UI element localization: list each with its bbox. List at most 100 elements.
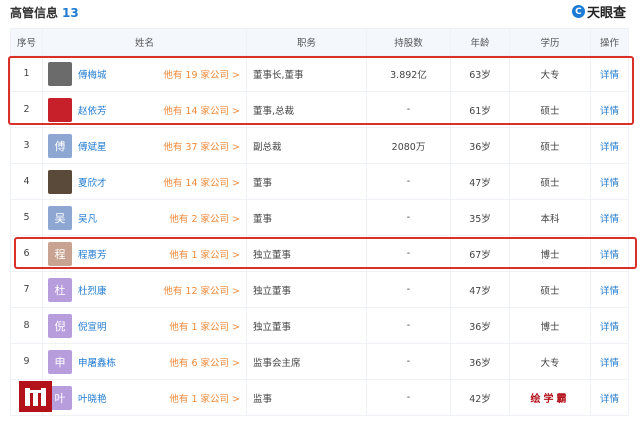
shares: - bbox=[366, 199, 451, 236]
companies-link[interactable]: 他有 1 家公司 > bbox=[169, 393, 240, 405]
person-name-link[interactable]: 赵依芳 bbox=[78, 105, 107, 117]
detail-cell: 详情 bbox=[590, 235, 629, 272]
shares: - bbox=[366, 91, 451, 128]
column-header: 年龄 bbox=[450, 28, 510, 56]
companies-link[interactable]: 他有 1 家公司 > bbox=[169, 321, 240, 333]
person-name-link[interactable]: 傅斌星 bbox=[78, 141, 107, 153]
position: 监事会主席 bbox=[246, 343, 367, 380]
shares: - bbox=[366, 307, 451, 344]
avatar[interactable]: 程 bbox=[48, 241, 72, 266]
education: 本科 bbox=[509, 199, 591, 236]
watermark-logo bbox=[19, 381, 52, 412]
age: 47岁 bbox=[450, 163, 510, 200]
person-name-link[interactable]: 吴凡 bbox=[78, 213, 98, 225]
name-cell: 赵依芳 他有 14 家公司 > bbox=[42, 91, 247, 128]
person-name-link[interactable]: 程惠芳 bbox=[78, 249, 107, 261]
avatar[interactable] bbox=[48, 169, 72, 194]
detail-link[interactable]: 详情 bbox=[599, 393, 619, 405]
column-header: 序号 bbox=[10, 28, 43, 56]
row-number: 3 bbox=[10, 127, 43, 164]
detail-cell: 详情 bbox=[590, 163, 629, 200]
position: 独立董事 bbox=[246, 235, 367, 272]
detail-link[interactable]: 详情 bbox=[599, 213, 619, 225]
position: 董事,总裁 bbox=[246, 91, 367, 128]
age: 42岁 bbox=[450, 379, 510, 416]
companies-link[interactable]: 他有 6 家公司 > bbox=[169, 357, 240, 369]
column-header: 持股数 bbox=[366, 28, 451, 56]
avatar[interactable]: 吴 bbox=[48, 205, 72, 230]
watermark-text: 绘学霸 bbox=[530, 394, 570, 405]
table-row: 2 赵依芳 他有 14 家公司 > 董事,总裁 - 61岁 硕士 详情 bbox=[10, 91, 629, 128]
age: 36岁 bbox=[450, 127, 510, 164]
detail-link[interactable]: 详情 bbox=[599, 177, 619, 189]
detail-link[interactable]: 详情 bbox=[599, 321, 619, 333]
age: 61岁 bbox=[450, 91, 510, 128]
table-row: 3 傅 傅斌星 他有 37 家公司 > 副总裁 2080万 36岁 硕士 详情 bbox=[10, 127, 629, 164]
title-text: 高管信息 bbox=[10, 6, 59, 20]
row-number: 7 bbox=[10, 271, 43, 308]
column-header: 职务 bbox=[246, 28, 367, 56]
detail-cell: 详情 bbox=[590, 271, 629, 308]
position: 副总裁 bbox=[246, 127, 367, 164]
companies-link[interactable]: 他有 1 家公司 > bbox=[169, 249, 240, 261]
detail-link[interactable]: 详情 bbox=[599, 69, 619, 81]
person-name-link[interactable]: 夏欣才 bbox=[78, 177, 107, 189]
detail-cell: 详情 bbox=[590, 91, 629, 128]
detail-cell: 详情 bbox=[590, 343, 629, 380]
person-name-link[interactable]: 傅梅城 bbox=[78, 69, 107, 81]
logo-icon: C bbox=[571, 5, 585, 18]
shares: 2080万 bbox=[366, 127, 451, 164]
position: 董事长,董事 bbox=[246, 55, 367, 92]
detail-cell: 详情 bbox=[590, 55, 629, 92]
person-name-link[interactable]: 倪宣明 bbox=[78, 321, 107, 333]
detail-link[interactable]: 详情 bbox=[599, 285, 619, 297]
avatar[interactable]: 倪 bbox=[48, 313, 72, 338]
companies-link[interactable]: 他有 12 家公司 > bbox=[163, 285, 240, 297]
section-title: 高管信息 13 bbox=[10, 4, 79, 21]
avatar[interactable] bbox=[48, 97, 72, 122]
education: 硕士 bbox=[509, 163, 591, 200]
shares: - bbox=[366, 163, 451, 200]
row-number: 1 bbox=[10, 55, 43, 92]
detail-link[interactable]: 详情 bbox=[599, 249, 619, 261]
position: 监事 bbox=[246, 379, 367, 416]
name-cell: 杜 杜烈康 他有 12 家公司 > bbox=[42, 271, 247, 308]
education: 硕士 bbox=[509, 271, 591, 308]
age: 36岁 bbox=[450, 307, 510, 344]
detail-cell: 详情 bbox=[590, 127, 629, 164]
detail-link[interactable]: 详情 bbox=[599, 357, 619, 369]
detail-link[interactable]: 详情 bbox=[599, 105, 619, 117]
companies-link[interactable]: 他有 14 家公司 > bbox=[163, 177, 240, 189]
companies-link[interactable]: 他有 37 家公司 > bbox=[163, 141, 240, 153]
avatar[interactable]: 叶 bbox=[48, 385, 72, 410]
avatar[interactable] bbox=[48, 61, 72, 86]
avatar[interactable]: 杜 bbox=[48, 277, 72, 302]
companies-link[interactable]: 他有 2 家公司 > bbox=[169, 213, 240, 225]
education: 大专 bbox=[509, 343, 591, 380]
column-header: 操作 bbox=[590, 28, 629, 56]
table-row: 4 夏欣才 他有 14 家公司 > 董事 - 47岁 硕士 详情 bbox=[10, 163, 629, 200]
table-row: 7 杜 杜烈康 他有 12 家公司 > 独立董事 - 47岁 硕士 详情 bbox=[10, 271, 629, 308]
age: 35岁 bbox=[450, 199, 510, 236]
detail-cell: 详情 bbox=[590, 379, 629, 416]
avatar[interactable]: 申 bbox=[48, 349, 72, 374]
person-name-link[interactable]: 叶晓艳 bbox=[78, 393, 107, 405]
column-header: 学历 bbox=[509, 28, 591, 56]
name-cell: 叶 叶晓艳 他有 1 家公司 > bbox=[42, 379, 247, 416]
companies-link[interactable]: 他有 19 家公司 > bbox=[163, 69, 240, 81]
education: 博士 bbox=[509, 235, 591, 272]
person-name-link[interactable]: 杜烈康 bbox=[78, 285, 107, 297]
companies-link[interactable]: 他有 14 家公司 > bbox=[163, 105, 240, 117]
person-name-link[interactable]: 申屠鑫栋 bbox=[78, 357, 117, 369]
education: 大专 bbox=[509, 55, 591, 92]
avatar[interactable]: 傅 bbox=[48, 133, 72, 158]
detail-link[interactable]: 详情 bbox=[599, 141, 619, 153]
position: 独立董事 bbox=[246, 271, 367, 308]
table-row: 1 傅梅城 他有 19 家公司 > 董事长,董事 3.892亿 63岁 大专 详… bbox=[10, 55, 629, 92]
row-number: 5 bbox=[10, 199, 43, 236]
row-number: 8 bbox=[10, 307, 43, 344]
age: 36岁 bbox=[450, 343, 510, 380]
name-cell: 夏欣才 他有 14 家公司 > bbox=[42, 163, 247, 200]
detail-cell: 详情 bbox=[590, 307, 629, 344]
education: 硕士 bbox=[509, 127, 591, 164]
